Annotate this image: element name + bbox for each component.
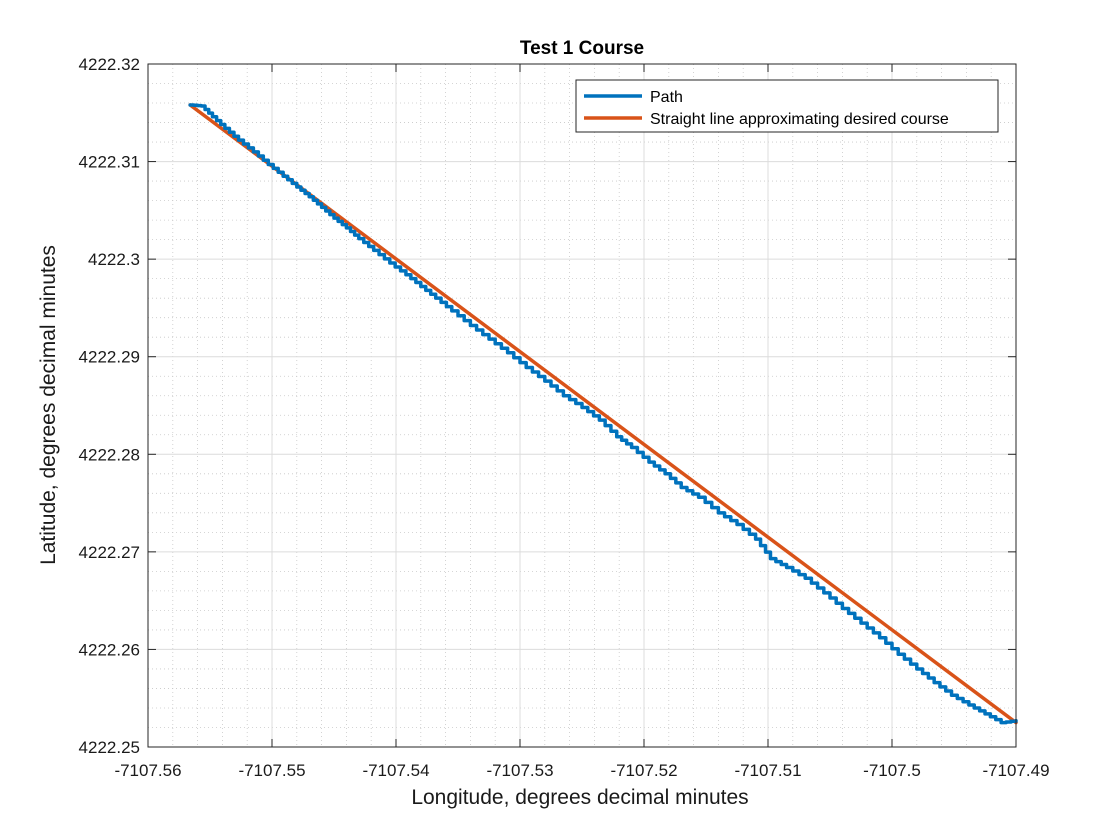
ticks (147, 63, 1017, 748)
y-tick-label: 4222.28 (79, 445, 140, 464)
legend-box (575, 79, 999, 133)
y-tick-label: 4222.27 (79, 543, 140, 562)
legend-label-straight-line: Straight line approximating desired cour… (650, 111, 949, 128)
series-path-line (188, 103, 1018, 725)
y-tick-label: 4222.29 (79, 348, 140, 367)
major-grid (148, 64, 1016, 747)
x-tick-label: -7107.54 (362, 761, 429, 780)
x-tick-label: -7107.55 (238, 761, 305, 780)
legend: Path Straight line approximating desired… (575, 79, 999, 133)
y-axis-label: Latitude, degrees decimal minutes (37, 245, 60, 565)
y-tick-label: 4222.3 (88, 250, 140, 269)
y-tick-label: 4222.32 (79, 55, 140, 74)
x-axis-label: Longitude, degrees decimal minutes (411, 786, 748, 809)
series-straight-line (188, 103, 1018, 725)
series-layer (188, 103, 1018, 725)
minor-grid (148, 64, 1016, 747)
y-tick-label: 4222.26 (79, 640, 140, 659)
x-tick-label: -7107.49 (982, 761, 1049, 780)
y-tick-label: 4222.31 (79, 153, 140, 172)
axes-box (147, 63, 1017, 748)
chart-title: Test 1 Course (520, 38, 644, 59)
y-tick-labels: 4222.25 4222.26 4222.27 4222.28 4222.29 4222.… (79, 55, 140, 757)
legend-label-path: Path (650, 89, 683, 106)
x-tick-label: -7107.53 (486, 761, 553, 780)
x-tick-label: -7107.52 (610, 761, 677, 780)
x-tick-labels: -7107.56 -7107.55 -7107.54 -7107.53 -7107.52… (114, 761, 1049, 780)
x-tick-label: -7107.5 (863, 761, 921, 780)
x-tick-label: -7107.51 (734, 761, 801, 780)
x-tick-label: -7107.56 (114, 761, 181, 780)
y-tick-label: 4222.25 (79, 738, 140, 757)
